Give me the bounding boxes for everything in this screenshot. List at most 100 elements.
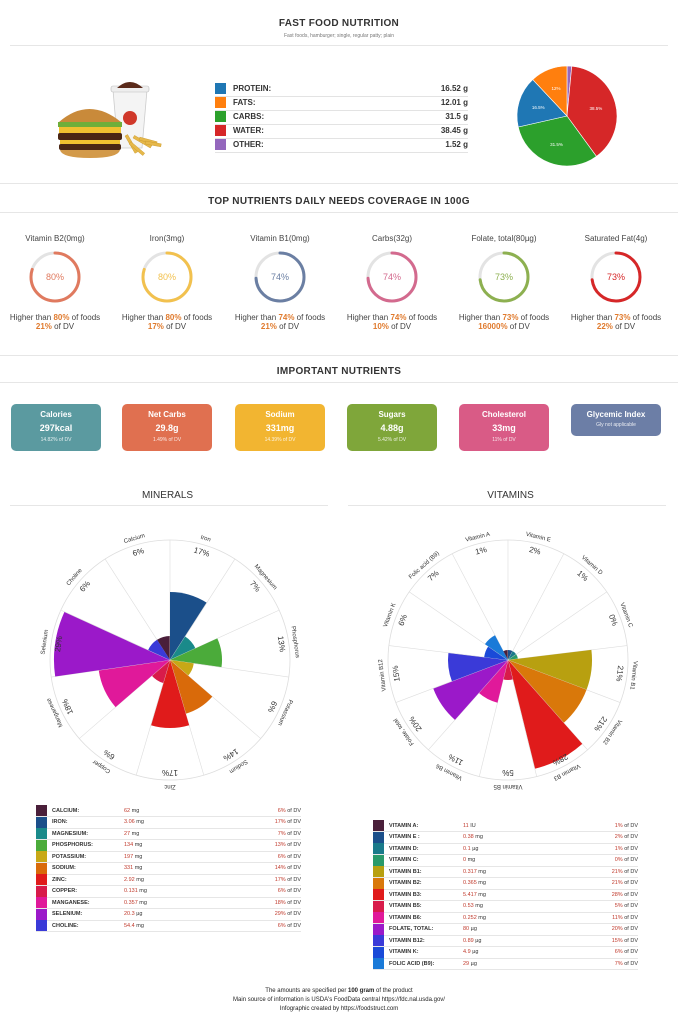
radial-name: Vitamin E <box>525 532 551 544</box>
table-row: VITAMIN B1: 0.317 mg 21% of DV <box>373 866 638 878</box>
amount-unit: mg <box>139 888 147 894</box>
radial-name: Vitamin B1 <box>628 660 638 690</box>
coverage-label: Folate, total(80µg) <box>471 234 537 243</box>
coverage-dv: 16000% of DV <box>449 322 559 331</box>
row-swatch <box>373 831 384 843</box>
coverage-ring: 73% <box>478 251 530 303</box>
radial-pct: 21% <box>614 665 625 682</box>
radial-name: Vitamin B5 <box>493 783 523 789</box>
row-swatch <box>36 862 47 874</box>
dv-value: 21% <box>611 868 623 875</box>
table-row: VITAMIN B6: 0.252 mg 11% of DV <box>373 912 638 924</box>
table-row: VITAMIN B12: 0.89 µg 15% of DV <box>373 935 638 947</box>
row-name: FOLATE, TOTAL: <box>389 926 434 932</box>
dv-value: 11% <box>612 914 623 921</box>
macro-swatch <box>215 97 226 108</box>
important-title: IMPORTANT NUTRIENTS <box>276 366 402 377</box>
row-amount: 2.92 mg <box>124 877 144 883</box>
dv-value: 1% <box>614 845 623 852</box>
row-name: COPPER: <box>52 888 78 894</box>
higher-suffix: of foods <box>181 313 213 322</box>
row-swatch <box>373 877 384 889</box>
card-name: Sodium <box>265 410 295 419</box>
dv-value: 6% <box>614 949 623 955</box>
amount-value: 29 <box>463 960 470 967</box>
table-row: COPPER: 0.131 mg 6% of DV <box>36 885 301 898</box>
amount-unit: µg <box>472 949 479 955</box>
table-row: IRON: 3.06 mg 17% of DV <box>36 816 301 829</box>
radial-bar <box>98 660 170 708</box>
pie-slice <box>566 65 618 157</box>
amount-value: 11 <box>463 822 469 829</box>
footer-line-3: Infographic created by https://foodstruc… <box>279 1006 399 1012</box>
higher-prefix: Higher than <box>234 313 279 322</box>
row-amount: 27 mg <box>124 831 139 837</box>
row-name: VITAMIN K: <box>389 949 419 955</box>
amount-value: 2.92 <box>124 876 135 883</box>
amount-unit: mg <box>136 922 144 929</box>
coverage-item: Saturated Fat(4g) 73% Higher than 73% of f… <box>561 234 671 331</box>
amount-value: 0.252 <box>463 914 477 921</box>
dv-suffix: of DV <box>51 322 75 331</box>
higher-suffix: of foods <box>406 313 438 322</box>
radial-pct: 0% <box>607 613 620 627</box>
ring-progress <box>141 251 193 303</box>
radial-name: Iron <box>200 535 212 544</box>
row-name: SELENIUM: <box>52 911 83 917</box>
row-dv: 29% of DV <box>274 911 301 917</box>
row-dv: 11% of DV <box>612 914 638 921</box>
row-swatch <box>373 958 384 969</box>
dv-suffix: of DV <box>163 322 187 331</box>
row-amount: 0.252 mg <box>463 915 486 921</box>
radial-name: Selenium <box>41 629 50 655</box>
row-name: MANGANESE: <box>52 899 90 906</box>
radial-pct: 20% <box>407 715 424 733</box>
row-dv: 17% of DV <box>274 876 301 883</box>
dv-value: 2% <box>614 834 623 840</box>
row-swatch <box>373 912 384 923</box>
table-row: SELENIUM: 20.3 µg 29% of DV <box>36 908 301 921</box>
radial-pct: 5% <box>502 768 514 777</box>
table-row: VITAMIN K: 4.9 µg 6% of DV <box>373 946 638 959</box>
card-value: 331mg <box>265 423 295 433</box>
vitamins-radial-chart: 1%Vitamin A2%Vitamin E1%Vitamin D0%Vitam… <box>378 532 638 789</box>
card-name: Cholesterol <box>481 410 526 419</box>
amount-unit: mg <box>131 830 140 837</box>
amount-unit: µg <box>470 960 477 967</box>
row-swatch <box>36 920 47 931</box>
row-name: IRON: <box>52 819 68 825</box>
dv-value: 6% <box>277 922 286 929</box>
row-amount: 0.1 µg <box>463 846 478 852</box>
radial-bar <box>170 592 207 660</box>
row-name: VITAMIN B5: <box>389 903 422 909</box>
nutrient-card: Glycemic Index Gly not applicable <box>571 404 661 436</box>
dv-value: 1% <box>614 822 623 829</box>
row-dv: 14% of DV <box>274 865 301 871</box>
higher-value: 74% <box>278 313 295 322</box>
nutrient-card: Net Carbs 29.8g 1.49% of DV <box>122 404 212 451</box>
dv-value: 17% <box>274 819 286 825</box>
radial-bar <box>484 646 508 660</box>
table-row: CALCIUM: 62 mg 6% of DV <box>36 805 301 817</box>
macro-row: PROTEIN: 16.52 g <box>215 82 468 97</box>
coverage-title: TOP NUTRIENTS DAILY NEEDS COVERAGE IN 10… <box>208 196 470 207</box>
radial-pct: 6% <box>397 613 410 627</box>
row-dv: 0% of DV <box>614 857 638 863</box>
amount-unit: µg <box>475 937 482 944</box>
divider <box>10 505 328 506</box>
higher-value: 73% <box>502 313 519 322</box>
row-swatch <box>373 820 384 831</box>
macro-row: CARBS: 31.5 g <box>215 110 468 125</box>
row-dv: 6% of DV <box>277 888 301 894</box>
radial-spoke <box>507 591 607 661</box>
coverage-dv: 21% of DV <box>225 322 335 331</box>
card-dv: Gly not applicable <box>596 422 636 428</box>
dv-value: 14% <box>274 865 286 871</box>
radial-spoke <box>395 659 509 703</box>
macro-name: CARBS: <box>233 112 265 121</box>
row-name: SODIUM: <box>52 865 76 871</box>
table-row: ZINC: 2.92 mg 17% of DV <box>36 874 301 886</box>
radial-name: Vitamin B12 <box>378 658 388 691</box>
table-row: VITAMIN A: 11 IU 1% of DV <box>373 820 638 832</box>
